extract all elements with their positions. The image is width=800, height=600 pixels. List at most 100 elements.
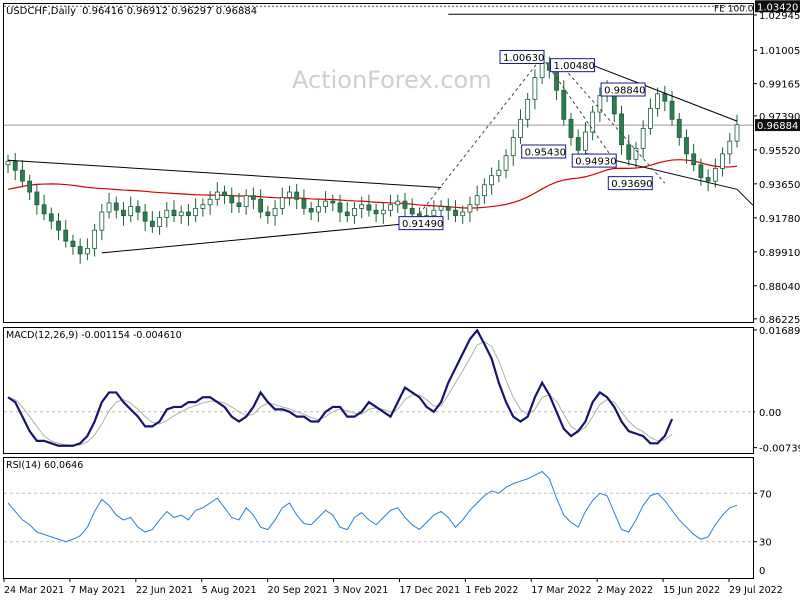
candle-body (164, 209, 170, 218)
current-price-tag-label: 0.96884 (757, 121, 798, 132)
candle-body (193, 207, 199, 217)
candle-body (655, 93, 661, 109)
candle-body (568, 118, 574, 138)
macd-panel (3, 327, 754, 454)
watermark: ActionForex.com (292, 66, 492, 94)
candle-body (380, 209, 386, 215)
top-price-tag (755, 0, 800, 13)
candle-body (258, 198, 264, 213)
price-y-tick-label: 0.91780 (759, 214, 800, 225)
candle-body (84, 247, 90, 255)
candle-body (330, 200, 336, 204)
x-tick-label: 3 Nov 2021 (334, 585, 389, 596)
price-annotation-label: 1.00480 (554, 61, 595, 72)
price-y-tick-label: 0.99165 (759, 80, 800, 91)
candle-body (77, 246, 83, 255)
macd-current-tag (755, 405, 779, 418)
x-tick-label: 7 May 2021 (70, 585, 126, 596)
candle-body (106, 202, 112, 213)
channel-lower-extension (736, 188, 754, 206)
rsi-line (7, 470, 738, 543)
top-price-tag-label: 1.03420 (757, 2, 798, 13)
candle-body (287, 191, 292, 198)
price-annotation-label: 0.94930 (575, 157, 616, 168)
candle-body (409, 207, 415, 215)
symbol-label: USDCHF,Daily (6, 6, 76, 17)
candle-body (402, 200, 408, 209)
macd-label: MACD(12,26,9) -0.001154 -0.004610 (6, 330, 182, 341)
candle-body (142, 211, 148, 222)
candle-body (149, 220, 155, 227)
candle-body (590, 111, 596, 133)
candle-body (20, 169, 25, 182)
candle-body (626, 144, 632, 160)
candle-body (315, 206, 321, 213)
x-tick-label: 1 Feb 2022 (465, 585, 518, 596)
candle-body (496, 169, 502, 177)
price-annotation-label: 0.98840 (604, 86, 645, 97)
symbol-header: USDCHF,Daily 0.96416 0.96912 0.96297 0.96… (6, 6, 257, 17)
price-y-tick-label: 0.95520 (759, 146, 800, 157)
candle-body (539, 62, 545, 78)
candle-body (157, 217, 162, 227)
candle-body (583, 131, 588, 151)
candle-body (236, 202, 242, 207)
price-annotation-label: 0.95430 (525, 148, 566, 159)
price-y-tick-label: 0.93650 (759, 180, 800, 191)
candle-body (503, 155, 509, 171)
candle-body (669, 100, 675, 120)
candle-body (518, 118, 523, 138)
candle-body (121, 209, 126, 217)
candle-body (113, 202, 119, 211)
macd-y-tick-label: -0.007393 (759, 444, 800, 455)
candle-body (662, 93, 668, 102)
candle-body (279, 197, 285, 209)
rsi-y-tick-label: 70 (759, 489, 772, 500)
candle-body (698, 164, 704, 178)
macd-signal-line (7, 340, 673, 446)
candle-body (460, 211, 466, 217)
candle-body (691, 153, 697, 166)
rsi-y-tick-label: 30 (759, 538, 772, 549)
candle-body (301, 198, 307, 209)
candle-body (366, 204, 372, 211)
price-annotation-box (398, 216, 444, 231)
candle-body (561, 89, 567, 120)
candle-body (474, 195, 480, 206)
candle-body (128, 206, 134, 217)
candle-body (510, 137, 516, 157)
candle-body (171, 209, 177, 217)
candle-body (186, 211, 191, 217)
price-annotation-box (499, 49, 545, 64)
candle-body (633, 148, 639, 160)
candle-body (720, 153, 725, 169)
candle-body (5, 160, 11, 166)
price-y-tick-label: 0.88040 (759, 282, 800, 293)
candle-body (647, 108, 653, 129)
rsi-panel (3, 457, 754, 579)
candle-body (597, 95, 603, 113)
price-annotation-label: 1.00630 (503, 53, 544, 64)
candle-body (337, 202, 343, 213)
ohlc-label: 0.96416 0.96912 0.96297 0.96884 (82, 6, 257, 17)
x-tick-label: 17 Mar 2022 (531, 585, 591, 596)
candle-body (63, 229, 69, 242)
candle-body (395, 200, 401, 206)
price-annotation-box (607, 176, 653, 191)
candle-body (712, 168, 718, 182)
x-tick-label: 22 Jun 2021 (136, 585, 193, 596)
candle-body (727, 140, 733, 155)
candle-body (467, 204, 473, 213)
channel-upper-trendline (578, 59, 738, 122)
candle-body (308, 207, 314, 213)
candle-body (92, 229, 98, 249)
candle-body (12, 160, 18, 171)
candle-body (359, 204, 365, 209)
candle-body (265, 211, 271, 217)
candle-body (41, 204, 47, 215)
candle-body (251, 195, 256, 200)
x-tick-label: 15 Jun 2022 (663, 585, 720, 596)
candle-body (200, 204, 206, 209)
price-y-tick-label: 0.89910 (759, 248, 800, 259)
